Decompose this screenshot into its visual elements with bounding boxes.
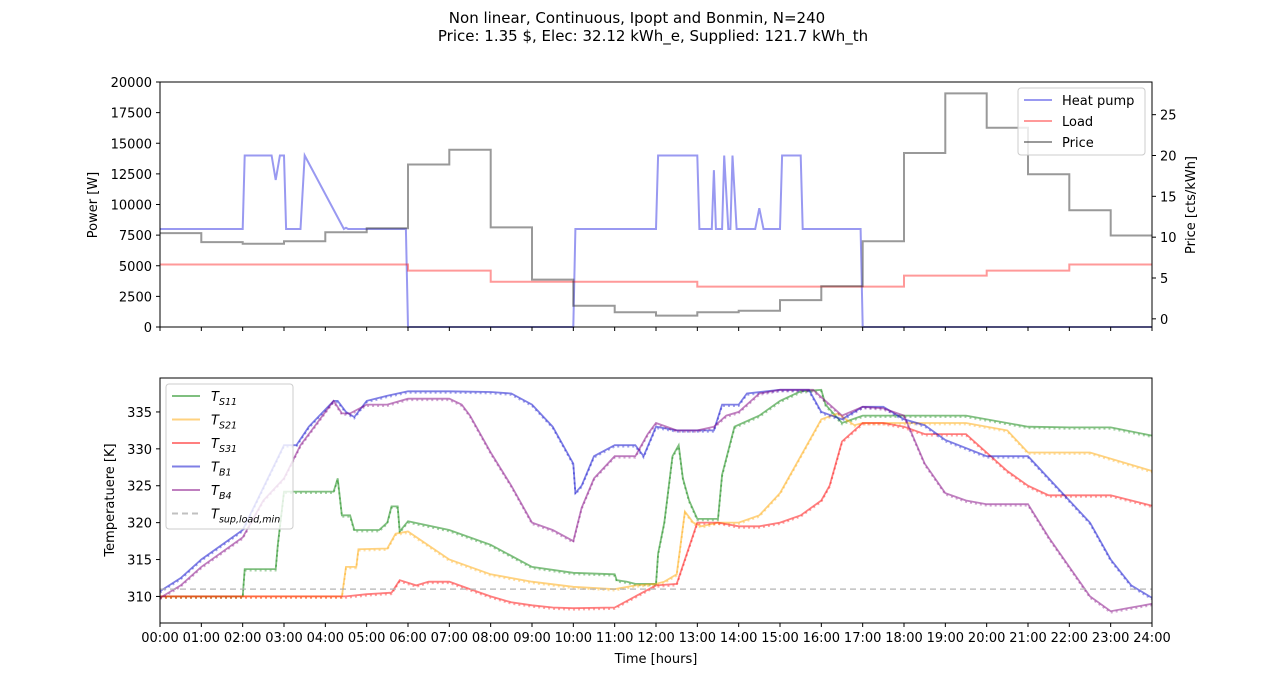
legend-label-t-s21: TS21 <box>211 414 237 432</box>
legend-label-price: Price <box>1062 136 1094 151</box>
power-y-tick-label: 5000 <box>119 260 152 275</box>
time-x-tick-label: 10:00 <box>555 631 592 646</box>
time-x-tick-label: 00:00 <box>141 631 178 646</box>
time-x-tick-label: 21:00 <box>1009 631 1046 646</box>
power-y-tick-label: 15000 <box>111 137 152 152</box>
time-x-tick-label: 08:00 <box>472 631 509 646</box>
temperature-y-tick-label: 330 <box>127 443 152 458</box>
series-line-load <box>160 263 1152 288</box>
time-x-tick-label: 18:00 <box>885 631 922 646</box>
time-x-tick-label: 23:00 <box>1092 631 1129 646</box>
legend-label-t-b1: TB1 <box>211 461 232 479</box>
time-x-tick-label: 24:00 <box>1133 631 1170 646</box>
time-x-tick-label: 20:00 <box>968 631 1005 646</box>
series-line-heat-pump <box>160 151 1152 328</box>
temperature-y-tick-label: 320 <box>127 517 152 532</box>
time-x-tick-label: 01:00 <box>183 631 220 646</box>
temperature-y-tick-label: 310 <box>127 590 152 605</box>
legend-label-load: Load <box>1062 115 1093 130</box>
time-x-label: Time [hours] <box>614 652 698 667</box>
price-y-tick-label: 25 <box>1160 109 1177 124</box>
price-y-label: Price [cts/kWh] <box>1184 156 1199 254</box>
power-x-ticks <box>159 327 1153 331</box>
temperature-plot-area <box>159 388 1153 614</box>
time-x-tick-label: 06:00 <box>389 631 426 646</box>
power-y-tick-label: 7500 <box>119 229 152 244</box>
price-y-tick-label: 10 <box>1160 231 1177 246</box>
price-y-tick-label: 5 <box>1160 272 1168 287</box>
temperature-y-ticks: 310 315 320 325 330 335 <box>127 406 160 605</box>
power-y-tick-label: 2500 <box>119 290 152 305</box>
temperature-y-tick-label: 315 <box>127 554 152 569</box>
time-x-tick-label: 12:00 <box>637 631 674 646</box>
series-line-t-s31 <box>160 422 1153 610</box>
power-y-tick-label: 17500 <box>111 107 152 122</box>
temperature-x-ticks: 00:00 01:00 02:00 03:00 04:00 05:00 06:00 07:00… <box>141 623 1171 646</box>
time-x-tick-label: 17:00 <box>844 631 881 646</box>
time-x-tick-label: 11:00 <box>596 631 633 646</box>
power-y-ticks: 0 2500 5000 7500 10000 12500 15000 17500 20000 <box>111 76 160 336</box>
price-y-tick-label: 15 <box>1160 190 1177 205</box>
power-y-tick-label: 0 <box>144 321 152 336</box>
time-x-tick-label: 19:00 <box>927 631 964 646</box>
time-x-tick-label: 22:00 <box>1051 631 1088 646</box>
legend-label-heat-pump: Heat pump <box>1062 94 1134 109</box>
figure-title-line2: Price: 1.35 $, Elec: 32.12 kWh_e, Suppli… <box>438 27 868 46</box>
time-x-tick-label: 04:00 <box>307 631 344 646</box>
series-line-t-s11 <box>160 388 1153 598</box>
power-y-tick-label: 12500 <box>111 168 152 183</box>
temperature-legend: TS11 TS21 TS31 TB1 TB4 Tsup,load,min <box>165 383 294 530</box>
power-legend-box <box>1017 87 1146 156</box>
time-x-tick-label: 07:00 <box>431 631 468 646</box>
temperature-y-tick-label: 325 <box>127 480 152 495</box>
price-y-tick-label: 0 <box>1160 313 1168 328</box>
time-x-tick-label: 15:00 <box>761 631 798 646</box>
temperature-y-tick-label: 335 <box>127 406 152 421</box>
time-x-tick-label: 14:00 <box>720 631 757 646</box>
temperature-y-label: Temperatuere [K] <box>103 443 118 557</box>
series-line-price <box>160 92 1152 317</box>
time-x-tick-label: 05:00 <box>348 631 385 646</box>
power-chart: 0 2500 5000 7500 10000 12500 15000 17500 20000 0… <box>86 76 1199 336</box>
time-x-tick-label: 13:00 <box>679 631 716 646</box>
price-y-tick-label: 20 <box>1160 150 1177 165</box>
price-y-ticks: 0 5 10 15 20 25 <box>1152 109 1177 328</box>
figure-title-line1: Non linear, Continuous, Ipopt and Bonmin… <box>449 9 825 27</box>
time-x-tick-label: 09:00 <box>513 631 550 646</box>
series-line-t-b4 <box>159 388 1153 613</box>
power-y-tick-label: 10000 <box>111 199 152 214</box>
legend-label-t-s11: TS11 <box>211 390 237 408</box>
power-plot-area <box>160 92 1152 328</box>
temperature-legend-entries: TS11 TS21 TS31 TB1 TB4 Tsup,load,min <box>172 390 280 526</box>
series-dotted-t-b4 <box>159 390 1153 614</box>
time-x-tick-label: 16:00 <box>803 631 840 646</box>
legend-label-t-sup-load-min: Tsup,load,min <box>211 508 280 526</box>
series-dotted-t-s31 <box>160 423 1153 611</box>
power-y-tick-label: 20000 <box>111 76 152 91</box>
series-line-t-b1 <box>159 388 1153 599</box>
legend-label-t-b4: TB4 <box>211 484 232 502</box>
power-legend: Heat pump Load Price <box>1017 87 1146 156</box>
time-x-tick-label: 03:00 <box>265 631 302 646</box>
series-dotted-t-s21 <box>160 413 1153 599</box>
power-y-label: Power [W] <box>86 172 101 238</box>
time-x-tick-label: 02:00 <box>224 631 261 646</box>
series-dotted-t-b1 <box>159 390 1153 601</box>
legend-label-t-s31: TS31 <box>211 437 237 455</box>
